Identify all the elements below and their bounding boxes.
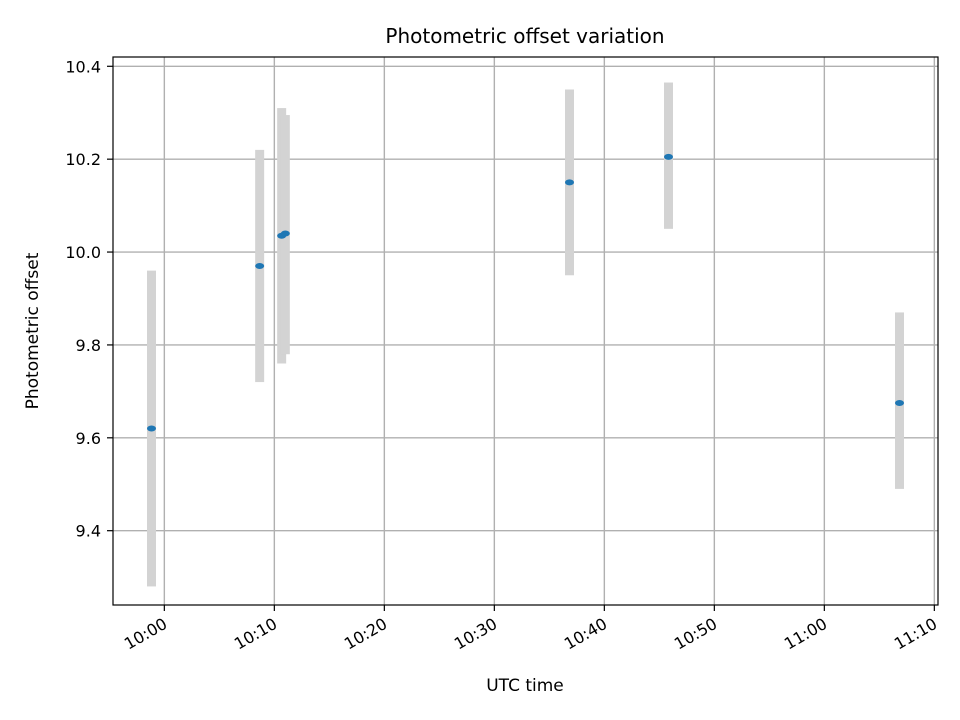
data-point xyxy=(664,153,673,160)
y-axis-title: Photometric offset xyxy=(23,252,43,409)
x-axis-title: UTC time xyxy=(486,676,564,696)
y-tick-label: 9.6 xyxy=(76,429,101,448)
grid xyxy=(113,57,938,605)
y-tick-label: 10.4 xyxy=(65,57,101,76)
y-tick-label: 9.4 xyxy=(76,522,101,541)
data-point xyxy=(255,262,265,269)
data-point xyxy=(565,179,574,186)
y-tick-label: 9.8 xyxy=(76,336,101,355)
chart-title: Photometric offset variation xyxy=(385,24,664,48)
data-points xyxy=(147,153,904,432)
data-point xyxy=(895,399,904,406)
y-tick-label: 10.2 xyxy=(65,150,101,169)
plot-frame xyxy=(112,56,939,606)
y-ticks: 9.4 9.6 9.8 10.0 10.2 10.4 xyxy=(65,57,113,541)
y-tick-label: 10.0 xyxy=(65,243,101,262)
data-point xyxy=(280,230,290,237)
data-point xyxy=(147,425,156,432)
